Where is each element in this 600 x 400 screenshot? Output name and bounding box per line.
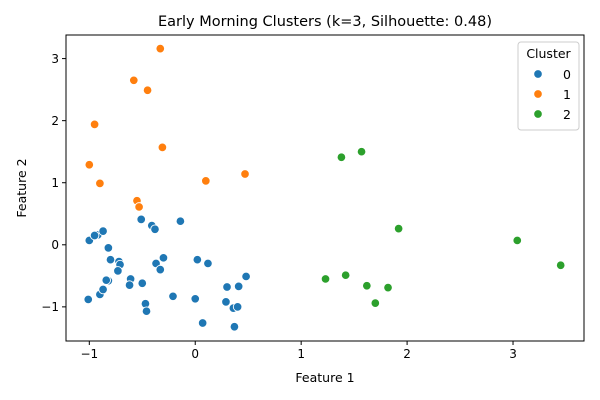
legend-label: 1 xyxy=(563,87,571,102)
point-cluster-2 xyxy=(370,298,381,308)
y-axis: −1 0 1 2 3 xyxy=(41,52,66,314)
point-cluster-0 xyxy=(190,294,200,304)
point-cluster-0 xyxy=(113,266,123,276)
point-cluster-0 xyxy=(155,264,166,275)
point-cluster-0 xyxy=(197,318,208,328)
point-cluster-2 xyxy=(320,274,331,284)
point-cluster-0 xyxy=(101,275,112,285)
point-cluster-0 xyxy=(233,281,244,292)
legend-marker xyxy=(533,69,543,79)
point-cluster-0 xyxy=(229,321,240,332)
x-axis-label: Feature 1 xyxy=(295,370,354,385)
point-cluster-1 xyxy=(240,169,250,179)
x-tick-label: 0 xyxy=(191,347,199,361)
point-cluster-1 xyxy=(142,85,153,95)
point-cluster-0 xyxy=(98,284,108,295)
point-cluster-1 xyxy=(84,159,95,170)
plot-area xyxy=(83,43,566,332)
point-cluster-0 xyxy=(124,280,135,290)
x-tick-label: 2 xyxy=(403,347,411,361)
point-cluster-0 xyxy=(136,214,146,225)
legend: Cluster 0 1 2 xyxy=(517,41,580,131)
point-cluster-2 xyxy=(512,235,523,246)
x-axis: −1 0 1 2 3 xyxy=(80,341,517,361)
y-tick-label: −1 xyxy=(41,300,59,314)
point-cluster-0 xyxy=(222,282,232,292)
x-tick-label: 3 xyxy=(509,347,517,361)
legend-marker xyxy=(533,109,543,119)
point-cluster-2 xyxy=(383,282,393,293)
point-cluster-0 xyxy=(203,258,213,269)
point-cluster-2 xyxy=(336,152,347,163)
point-cluster-0 xyxy=(89,230,100,241)
plot-frame xyxy=(65,34,585,342)
point-cluster-0 xyxy=(175,216,186,226)
legend-label: 2 xyxy=(563,107,571,122)
point-cluster-1 xyxy=(95,178,105,189)
legend-label: 0 xyxy=(563,67,571,82)
y-tick-label: 3 xyxy=(51,52,59,66)
point-cluster-2 xyxy=(356,146,367,157)
point-cluster-2 xyxy=(340,270,351,280)
point-cluster-0 xyxy=(98,226,108,236)
point-cluster-1 xyxy=(134,202,144,212)
point-cluster-0 xyxy=(105,254,116,265)
point-cluster-0 xyxy=(83,294,93,305)
point-cluster-0 xyxy=(141,306,152,316)
point-cluster-0 xyxy=(137,278,148,289)
point-cluster-0 xyxy=(221,297,231,307)
point-cluster-2 xyxy=(362,281,372,291)
point-cluster-0 xyxy=(241,271,251,282)
point-cluster-0 xyxy=(232,302,243,312)
y-tick-label: 2 xyxy=(51,114,59,128)
point-cluster-2 xyxy=(393,223,404,234)
point-cluster-1 xyxy=(155,43,166,54)
chart-title: Early Morning Clusters (k=3, Silhouette:… xyxy=(158,14,492,30)
point-cluster-1 xyxy=(89,119,100,130)
point-cluster-2 xyxy=(555,260,566,271)
point-cluster-0 xyxy=(150,224,160,235)
legend-marker xyxy=(533,89,543,99)
point-cluster-1 xyxy=(201,176,211,186)
point-cluster-0 xyxy=(168,291,178,302)
y-axis-label: Feature 2 xyxy=(14,158,29,217)
x-tick-label: 1 xyxy=(297,347,305,361)
point-cluster-1 xyxy=(157,142,168,153)
y-tick-label: 1 xyxy=(51,176,59,190)
legend-title: Cluster xyxy=(526,46,571,61)
point-cluster-0 xyxy=(192,254,203,265)
point-cluster-0 xyxy=(103,243,114,253)
legend-box xyxy=(517,41,580,131)
y-tick-label: 0 xyxy=(51,238,59,252)
point-cluster-1 xyxy=(129,75,139,86)
point-cluster-0 xyxy=(158,253,169,263)
x-tick-label: −1 xyxy=(80,347,98,361)
